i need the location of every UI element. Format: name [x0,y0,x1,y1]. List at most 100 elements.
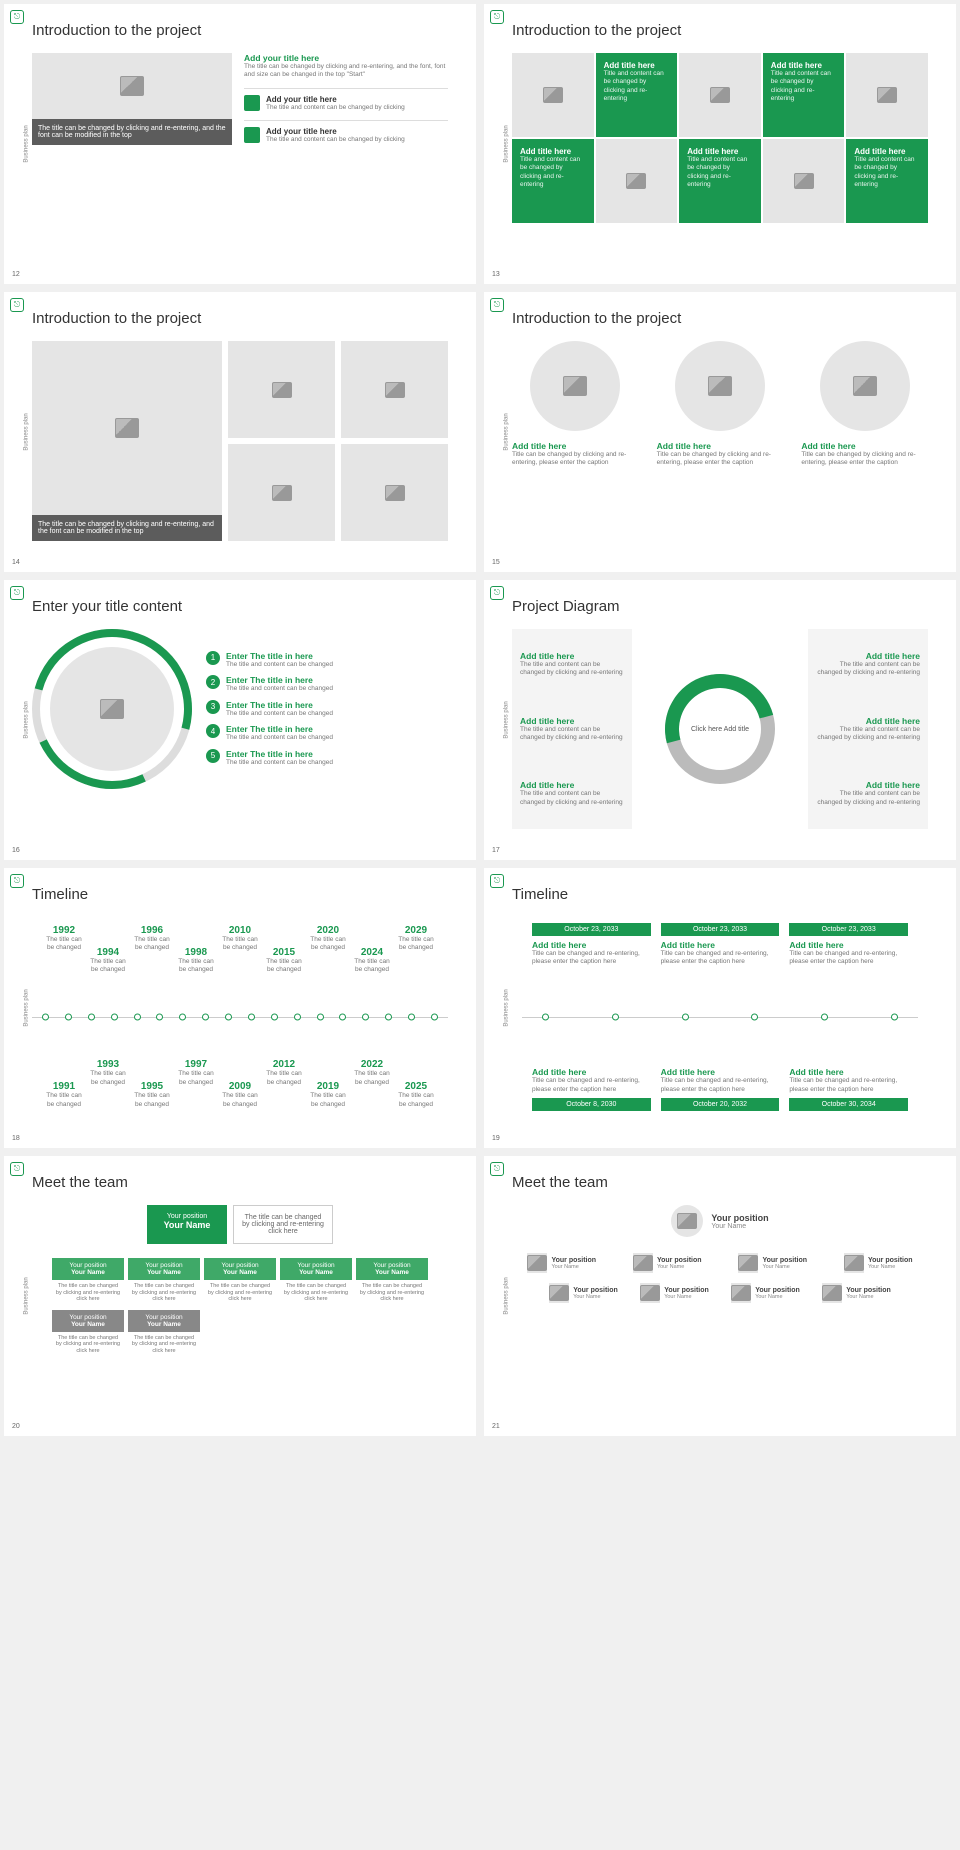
slide-number: 19 [492,1135,500,1142]
logo-icon: ⎋ [490,586,504,600]
image-placeholder[interactable] [820,341,910,431]
col-title: Add title here [801,441,928,451]
cycle-center: Click here Add title [691,700,749,758]
avatar [633,1253,653,1273]
date-badge: October 20, 2032 [661,1098,780,1111]
slide-number: 15 [492,559,500,566]
slide-title: Timeline [512,886,928,903]
slide-14: ⎋ Business plan Introduction to the proj… [4,292,476,572]
grid-text-cell: Add title hereTitle and content can be c… [512,139,594,223]
image-placeholder[interactable] [50,647,174,771]
item-text: The title and content can be changed [226,759,333,767]
team-member: Your positionYour Name [640,1283,709,1303]
side-label: Business plan [24,701,30,738]
list-item: 2 Enter The title in here The title and … [206,675,448,693]
timeline-dot [612,1014,619,1021]
item-text: The title and content can be changed by … [266,104,405,112]
org-note: The title can be changed by clicking and… [233,1205,333,1244]
number-badge: 4 [206,724,220,738]
logo-icon: ⎋ [10,586,24,600]
avatar [671,1205,703,1237]
slide-title: Introduction to the project [32,22,448,39]
image-placeholder[interactable] [228,341,335,438]
logo-icon: ⎋ [10,298,24,312]
timeline-dot [248,1014,255,1021]
slide-number: 18 [12,1135,20,1142]
cycle-diagram: Click here Add title [665,674,775,784]
diagram-item: Add title hereThe title and content can … [816,716,920,743]
side-label: Business plan [504,989,510,1026]
image-placeholder[interactable] [32,341,222,515]
team-member: Your positionYour Name [549,1283,618,1303]
slide-number: 16 [12,847,20,854]
side-label: Business plan [504,413,510,450]
image-placeholder[interactable] [675,341,765,431]
list-item: 4 Enter The title in here The title and … [206,724,448,742]
timeline-year: 1994The title can be changed [86,947,130,975]
slide-title: Enter your title content [32,598,448,615]
item-title: Enter The title in here [226,724,333,734]
date-badge: October 8, 2030 [532,1098,651,1111]
timeline-dot [682,1014,689,1021]
timeline-year: 1998The title can be changed [174,947,218,975]
timeline-year: 1991The title can be changed [42,1081,86,1109]
image-caption: The title can be changed by clicking and… [32,119,232,145]
image-placeholder[interactable] [228,444,335,541]
slide-title: Meet the team [512,1174,928,1191]
col-text: Title can be changed by clicking and re-… [657,451,784,468]
side-label: Business plan [24,125,30,162]
timeline-dot [134,1014,141,1021]
logo-icon: ⎋ [10,1162,24,1176]
date-badge: October 23, 2033 [789,923,908,936]
image-placeholder[interactable] [679,53,761,137]
diagram-item: Add title hereThe title and content can … [816,780,920,807]
diagram-item: Add title hereThe title and content can … [816,651,920,678]
side-label: Business plan [24,989,30,1026]
slide-number: 14 [12,559,20,566]
timeline-dot [821,1014,828,1021]
timeline-dot [88,1014,95,1021]
timeline-dot [339,1014,346,1021]
block-text: The title can be changed by clicking and… [244,63,448,80]
timeline-dot [271,1014,278,1021]
timeline-dot [385,1014,392,1021]
slide-title: Timeline [32,886,448,903]
image-placeholder[interactable] [846,53,928,137]
slide-title: Introduction to the project [512,22,928,39]
org-card: Your positionYour Name The title can be … [280,1258,352,1306]
column: Add title here Title can be changed by c… [657,341,784,468]
org-card: Your positionYour Name The title can be … [204,1258,276,1306]
slide-13: ⎋ Business plan Introduction to the proj… [484,4,956,284]
logo-icon: ⎋ [10,10,24,24]
person-icon [244,127,260,143]
timeline-dot [42,1014,49,1021]
logo-icon: ⎋ [10,874,24,888]
avatar [527,1253,547,1273]
date-badge: October 30, 2034 [789,1098,908,1111]
slide-21: ⎋ Business plan Meet the team Your posit… [484,1156,956,1436]
slide-12: ⎋ Business plan Introduction to the proj… [4,4,476,284]
logo-icon: ⎋ [490,1162,504,1176]
timeline-dot [751,1014,758,1021]
list-item: 5 Enter The title in here The title and … [206,749,448,767]
ring-chart [32,629,192,789]
timeline-dot [294,1014,301,1021]
org-card: Your positionYour Name The title can be … [128,1258,200,1306]
slide-17: ⎋ Business plan Project Diagram Add titl… [484,580,956,860]
image-placeholder[interactable] [32,53,232,119]
image-placeholder[interactable] [596,139,678,223]
slide-15: ⎋ Business plan Introduction to the proj… [484,292,956,572]
name-label: Your Name [711,1223,768,1230]
image-placeholder[interactable] [341,444,448,541]
slide-number: 13 [492,271,500,278]
image-placeholder[interactable] [763,139,845,223]
timeline-year: 2015The title can be changed [262,947,306,975]
timeline-year: 1996The title can be changed [130,925,174,953]
team-member: Your positionYour Name [822,1283,891,1303]
item-text: The title and content can be changed [226,661,333,669]
image-placeholder[interactable] [512,53,594,137]
slide-number: 17 [492,847,500,854]
image-placeholder[interactable] [530,341,620,431]
image-placeholder[interactable] [341,341,448,438]
date-badge: October 23, 2033 [532,923,651,936]
